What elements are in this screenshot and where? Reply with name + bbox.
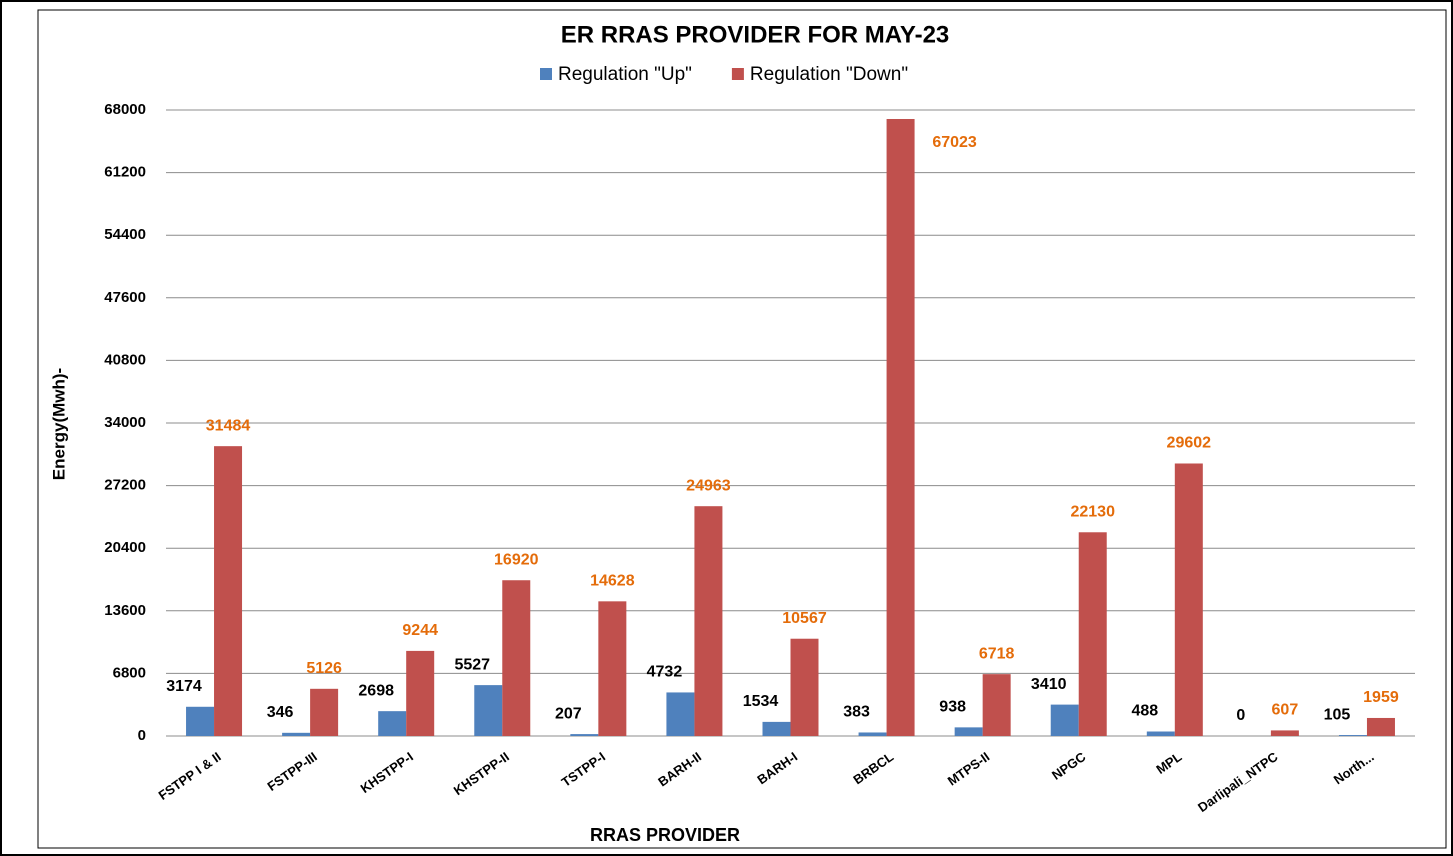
bar [886,118,915,737]
y-tick-label: 6800 [113,664,146,681]
data-label: 5527 [454,656,490,673]
bar [214,446,243,736]
bar [282,732,311,736]
data-label: 4732 [647,664,683,681]
bar [598,601,627,736]
data-label: 607 [1272,702,1299,719]
y-tick-label: 34000 [104,414,146,431]
data-label: 14628 [590,573,635,590]
bar [1366,717,1395,736]
bar [1174,463,1203,736]
bar [1338,735,1367,736]
data-label: 22130 [1070,503,1115,520]
y-tick-label: 61200 [104,164,146,181]
data-label: 31484 [206,417,251,434]
bar [954,727,983,736]
legend-swatch [540,68,552,80]
chart-title: ER RRAS PROVIDER FOR MAY-23 [561,21,950,48]
bar [762,721,791,736]
data-label: 9244 [402,622,438,639]
data-label: 3174 [166,678,202,695]
data-label: 10567 [782,610,827,627]
bar [1270,730,1299,736]
data-label: 3410 [1031,676,1067,693]
data-label: 383 [843,704,870,721]
data-label: 29602 [1167,435,1212,452]
legend-label: Regulation "Up" [558,64,692,85]
bar [310,688,339,736]
bar [502,580,531,736]
bar [1078,532,1107,736]
data-label: 16920 [494,551,539,568]
data-label: 6718 [979,645,1015,662]
legend-label: Regulation "Down" [750,64,908,85]
data-label: 1959 [1363,689,1399,706]
y-tick-label: 68000 [104,101,146,118]
y-tick-label: 0 [138,727,146,744]
bar [1146,731,1175,736]
data-label: 0 [1236,707,1245,724]
legend-swatch [731,68,744,80]
data-label: 105 [1324,706,1351,723]
data-label: 5126 [306,660,342,677]
data-label: 1534 [743,693,779,710]
y-tick-label: 47600 [104,289,146,306]
x-axis-label: RRAS PROVIDER [590,825,740,845]
bar [790,638,819,736]
data-label: 207 [555,705,582,722]
bar [666,692,695,736]
y-tick-label: 13600 [104,602,146,619]
y-axis-label: Energy(Mwh)- [49,368,68,480]
y-tick-label: 54400 [104,226,146,243]
bar [474,685,503,736]
bar [1050,704,1079,736]
bar [858,732,887,736]
data-label: 346 [267,704,294,721]
bar [378,711,407,736]
data-label: 2698 [358,682,394,699]
data-label: 938 [939,699,966,716]
bar [406,650,435,736]
bar [570,734,599,736]
bar [694,506,723,736]
data-label: 24963 [686,477,731,494]
bar [982,674,1011,736]
y-tick-label: 40800 [104,351,146,368]
bar [186,706,215,736]
data-label: 488 [1131,703,1158,720]
chart-area [37,9,1447,849]
data-label: 67023 [932,134,977,151]
y-tick-label: 27200 [104,477,146,494]
y-tick-label: 20400 [104,539,146,556]
